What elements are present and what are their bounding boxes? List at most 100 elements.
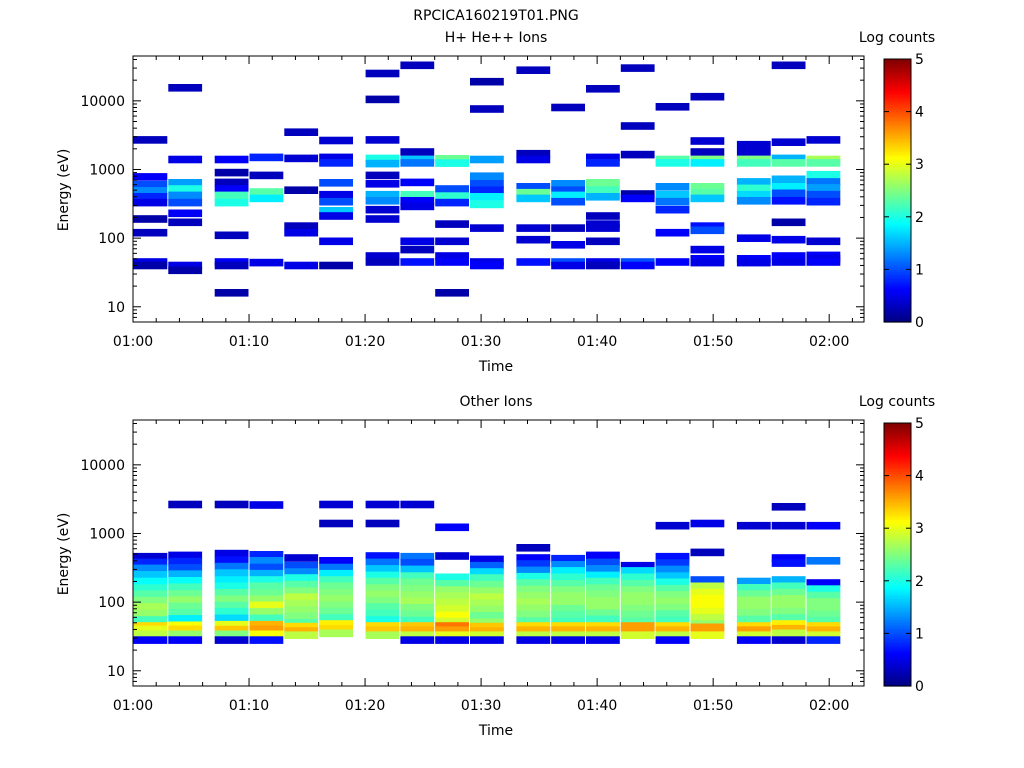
heatmap-cell <box>655 603 690 612</box>
colorbar-segment <box>884 508 911 512</box>
heatmap-cell <box>470 618 504 626</box>
heatmap-cell <box>133 552 168 561</box>
heatmap-cell <box>806 622 841 630</box>
heatmap-cell <box>690 92 725 101</box>
colorbar-segment <box>884 100 911 104</box>
heatmap-cell <box>168 266 203 275</box>
heatmap-cell <box>168 191 203 200</box>
colorbar-segment <box>884 135 911 139</box>
colorbar-segment <box>884 151 911 154</box>
x-tick-label: 01:40 <box>577 698 617 714</box>
colorbar-segment <box>884 429 911 433</box>
colorbar-segment <box>884 618 911 621</box>
heatmap-cell <box>400 558 435 567</box>
heatmap-cell <box>516 604 551 613</box>
heatmap-cell <box>365 622 400 630</box>
heatmap-cell <box>690 576 725 584</box>
x-tick-label: 02:00 <box>809 698 849 714</box>
colorbar-segment <box>884 146 911 150</box>
heatmap-cell <box>771 614 806 622</box>
heatmap-cell <box>365 552 400 560</box>
heatmap-cell <box>655 572 690 580</box>
colorbar-segment <box>884 140 911 143</box>
heatmap-cell <box>214 155 249 164</box>
x-tick-label: 02:00 <box>809 334 849 350</box>
colorbar-segment <box>884 133 911 137</box>
colorbar-segment <box>884 598 911 602</box>
colorbar-segment <box>884 521 911 525</box>
heatmap-cell <box>400 610 435 618</box>
colorbar-segment <box>884 186 911 189</box>
x-tick-label: 01:50 <box>693 698 733 714</box>
heatmap-cell <box>284 593 319 601</box>
heatmap-cell <box>214 595 249 604</box>
heatmap-cell <box>284 222 319 230</box>
heatmap-cell <box>551 631 585 639</box>
heatmap-cell <box>284 568 319 576</box>
colorbar-segment <box>884 580 911 584</box>
colorbar-segment <box>884 519 911 523</box>
heatmap-cell <box>365 258 400 266</box>
heatmap-cell <box>319 588 353 597</box>
colorbar-segment <box>884 438 911 442</box>
heatmap-cell <box>516 626 551 634</box>
colorbar-tick-label: 5 <box>915 416 924 432</box>
colorbar-segment <box>884 109 911 113</box>
heatmap-cell <box>620 598 655 607</box>
colorbar-segment <box>884 582 911 586</box>
heatmap-cell <box>249 582 284 591</box>
colorbar-segment <box>884 460 911 464</box>
colorbar-segment <box>884 111 911 115</box>
heatmap-cell <box>470 627 504 635</box>
colorbar-segment <box>884 565 911 569</box>
heatmap-cell <box>133 215 168 223</box>
heatmap-cell <box>736 140 771 149</box>
heatmap-cell <box>284 627 319 635</box>
colorbar-segment <box>884 585 911 588</box>
colorbar-segment <box>884 249 911 253</box>
heatmap-cell <box>690 183 725 191</box>
heatmap-cell <box>214 289 249 297</box>
colorbar-segment <box>884 644 911 648</box>
colorbar-segment <box>884 545 911 549</box>
heatmap-cell <box>806 610 841 619</box>
colorbar-segment <box>884 59 911 62</box>
heatmap-cell <box>365 590 400 599</box>
heatmap-cell <box>133 636 168 644</box>
heatmap-cell <box>620 586 655 594</box>
colorbar-segment <box>884 486 911 490</box>
colorbar-segment <box>884 76 911 80</box>
heatmap-cell <box>806 626 841 634</box>
heatmap-cell <box>435 586 469 594</box>
heatmap-cell <box>586 237 620 246</box>
heatmap-cell <box>771 588 806 597</box>
heatmap-cell <box>133 261 168 270</box>
colorbar-segment <box>884 466 911 470</box>
colorbar-segment <box>884 666 911 670</box>
colorbar-segment <box>884 124 911 128</box>
heatmap-cell <box>516 235 551 244</box>
heatmap-cell <box>400 500 435 509</box>
colorbar-segment <box>884 212 911 216</box>
heatmap-cell <box>806 159 841 167</box>
colorbar-segment <box>884 153 911 157</box>
colorbar-segment <box>884 238 911 242</box>
colorbar-segment <box>884 137 911 141</box>
heatmap-cell <box>655 631 690 639</box>
colorbar-segment <box>884 493 911 496</box>
heatmap-cell <box>249 551 284 559</box>
heatmap-cell <box>400 636 435 644</box>
y-tick-label: 1000 <box>89 162 125 178</box>
heatmap-cell <box>620 261 655 270</box>
heatmap-cell <box>551 561 585 569</box>
heatmap-cell <box>736 626 771 634</box>
heatmap-cell <box>586 193 620 201</box>
colorbar-segment <box>884 536 911 540</box>
heatmap-cell <box>214 549 249 558</box>
heatmap-cell <box>435 523 469 532</box>
heatmap-cell <box>249 188 284 196</box>
colorbar-segment <box>884 87 911 91</box>
heatmap-cell <box>806 170 841 179</box>
heatmap-cell <box>249 620 284 629</box>
colorbar-segment <box>884 194 911 198</box>
